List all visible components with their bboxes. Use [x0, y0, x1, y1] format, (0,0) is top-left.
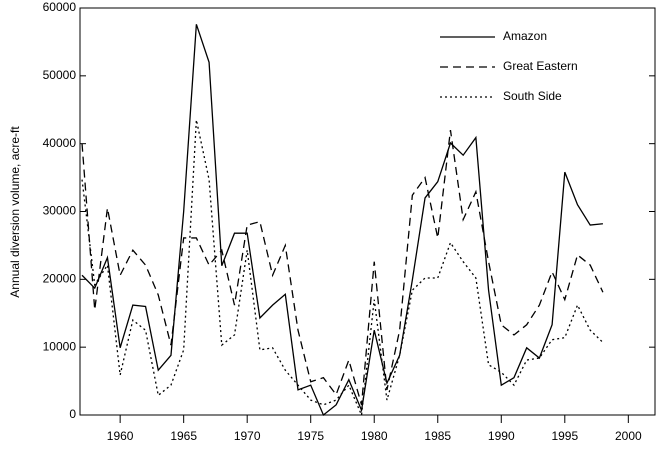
legend-label: Amazon [503, 29, 547, 43]
y-tick-label: 20000 [43, 272, 77, 286]
x-tick-label: 1980 [361, 429, 388, 443]
x-tick-label: 2000 [615, 429, 642, 443]
x-tick-label: 1990 [488, 429, 515, 443]
y-tick-label: 50000 [43, 68, 77, 82]
x-tick-label: 1965 [170, 429, 197, 443]
series-line [81, 119, 604, 418]
series-line [81, 130, 604, 406]
x-tick-label: 1970 [234, 429, 261, 443]
y-tick-label: 30000 [43, 204, 77, 218]
legend-label: South Side [503, 89, 562, 103]
y-tick-label: 10000 [43, 339, 77, 353]
x-tick-label: 1960 [107, 429, 134, 443]
x-tick-label: 1975 [297, 429, 324, 443]
series-line [81, 24, 603, 417]
x-tick-label: 1985 [424, 429, 451, 443]
legend-label: Great Eastern [503, 59, 578, 73]
y-tick-label: 60000 [43, 0, 77, 14]
y-tick-label: 40000 [43, 136, 77, 150]
y-tick-label: 0 [69, 407, 76, 421]
y-axis-label: Annual diversion volume, acre-ft [8, 126, 22, 298]
x-tick-label: 1995 [551, 429, 578, 443]
